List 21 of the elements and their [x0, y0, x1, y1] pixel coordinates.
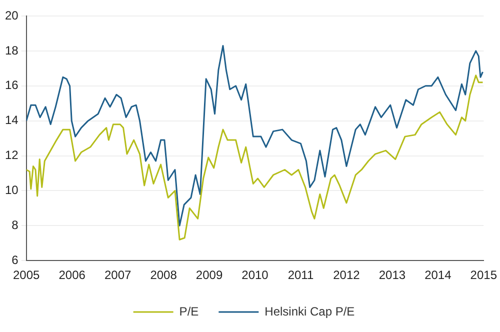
x-tick-label: 2005: [12, 268, 40, 282]
x-tick-label: 2010: [242, 268, 269, 282]
y-tick-label: 18: [4, 43, 19, 58]
y-tick-label: 14: [4, 113, 19, 128]
x-tick-label: 2012: [333, 268, 360, 282]
x-tick-label: 2013: [378, 268, 406, 282]
x-tick-label: 2009: [196, 268, 223, 282]
x-tick-label: 2011: [288, 268, 314, 282]
y-tick-label: 8: [12, 218, 19, 232]
y-tick-label: 20: [4, 8, 19, 22]
x-tick-label: 2008: [150, 268, 178, 282]
y-tick-label: 6: [12, 252, 19, 267]
legend-label: P/E: [179, 304, 199, 318]
x-tick-label: 2015: [470, 268, 498, 282]
y-tick-label: 16: [4, 78, 19, 92]
x-tick-label: 2007: [104, 268, 132, 282]
y-tick-label: 10: [4, 183, 19, 198]
y-tick-label: 12: [4, 148, 19, 162]
legend-label: Helsinki Cap P/E: [264, 304, 355, 318]
x-tick-label: 2014: [424, 268, 452, 282]
x-tick-label: 2006: [58, 268, 86, 282]
